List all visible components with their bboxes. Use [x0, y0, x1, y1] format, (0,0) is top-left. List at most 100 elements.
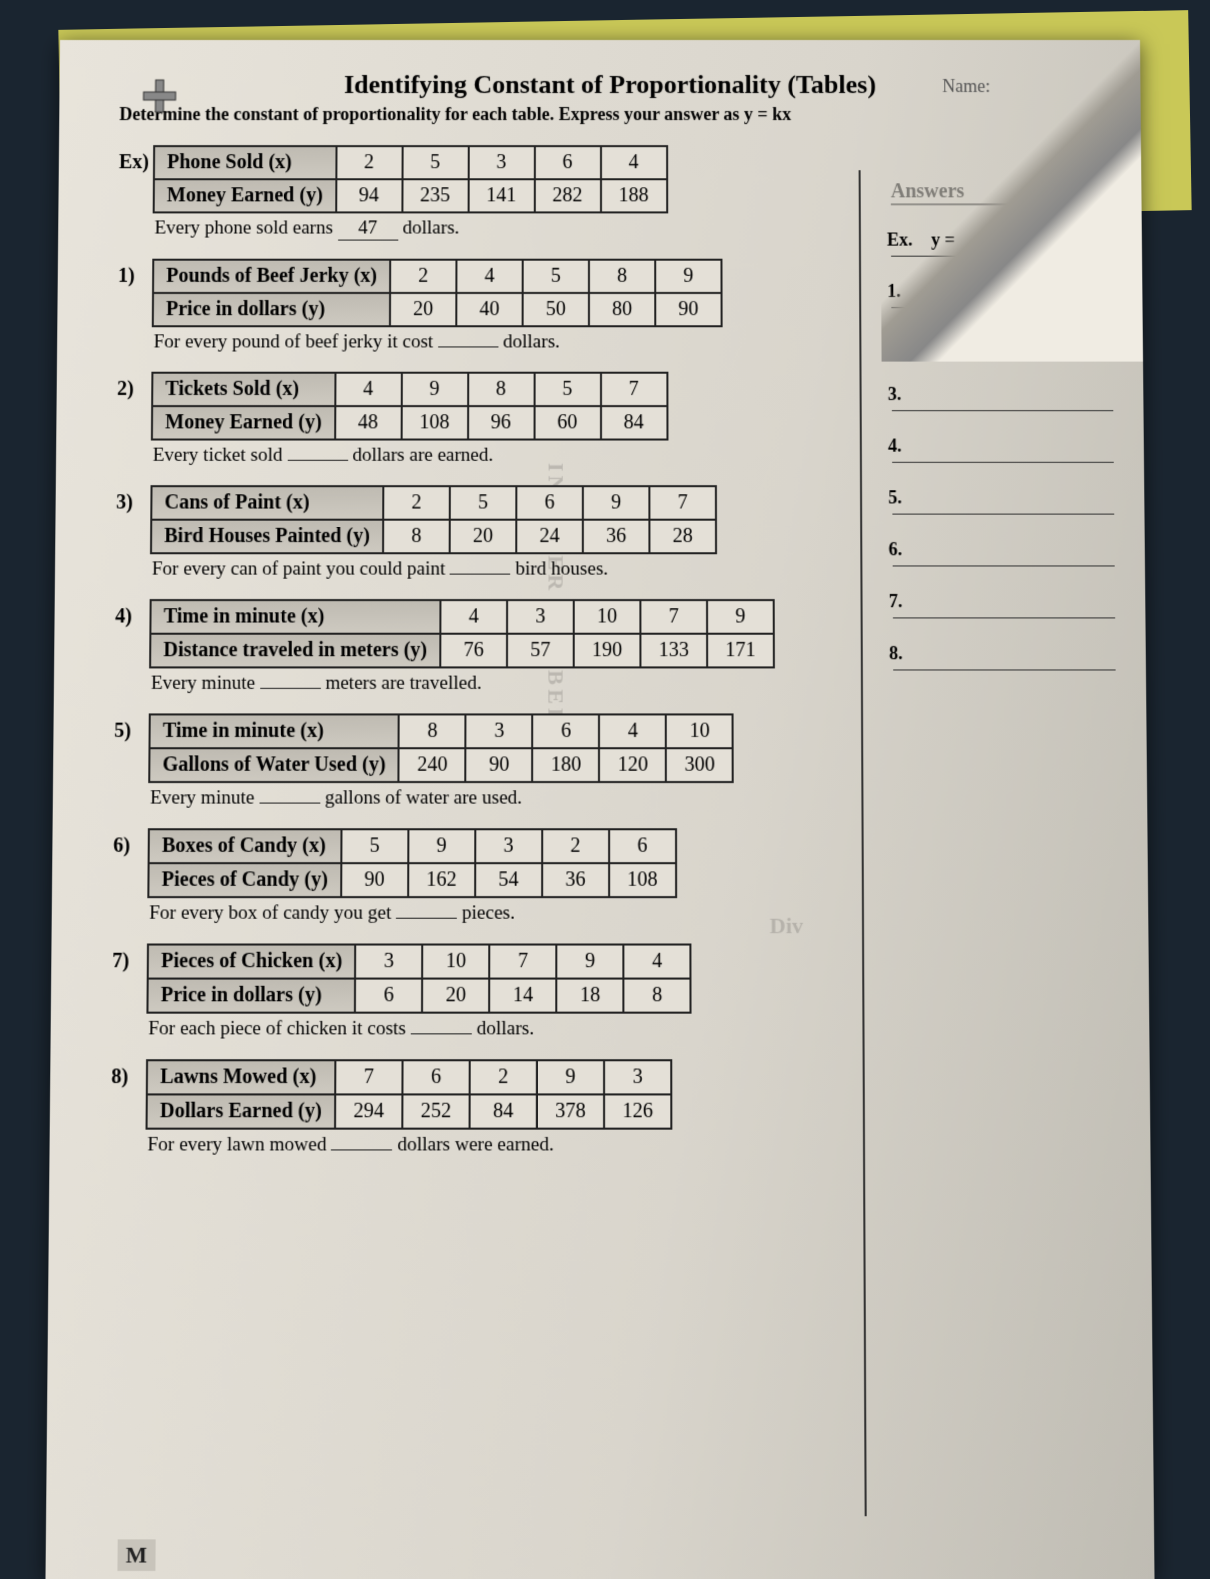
table-cell: 8	[468, 373, 534, 406]
problem-number: 5)	[114, 713, 149, 743]
table-cell: 6	[516, 486, 583, 520]
table-cell: 10	[422, 945, 489, 979]
sentence-pre: Every phone sold earns	[154, 217, 337, 238]
table-cell: 40	[456, 293, 522, 326]
table-cell: 240	[399, 748, 466, 782]
problem-number: 3)	[116, 485, 151, 514]
sentence-pre: For every box of candy you get	[149, 902, 396, 924]
data-table: Boxes of Candy (x)59326Pieces of Candy (…	[147, 828, 677, 898]
table-cell: 3	[475, 829, 542, 863]
sentence-pre: Every minute	[150, 787, 259, 809]
table-cell: 90	[655, 293, 721, 326]
table-cell: 28	[649, 520, 716, 554]
row-label-y: Price in dollars (y)	[153, 293, 390, 326]
sentence-pre: For every pound of beef jerky it cost	[154, 331, 438, 352]
problem-number: 6)	[113, 828, 148, 858]
table-cell: 9	[408, 829, 475, 863]
fill-blank[interactable]	[331, 1149, 392, 1150]
table-cell: 9	[583, 486, 650, 520]
problem: 1)Pounds of Beef Jerky (x)24589Price in …	[117, 259, 1102, 354]
table-cell: 18	[557, 979, 624, 1013]
problems-container: Ex)Phone Sold (x)25364Money Earned (y)94…	[111, 145, 1110, 1157]
fill-blank[interactable]: 47	[338, 217, 398, 240]
table-cell: 4	[624, 945, 691, 979]
table-cell: 7	[601, 373, 667, 406]
table-cell: 4	[440, 600, 507, 634]
table-cell: 171	[707, 634, 774, 668]
problem-sentence: For every box of candy you get pieces.	[149, 902, 1108, 925]
table-cell: 76	[440, 634, 507, 668]
worksheet-page: Identifying Constant of Proportionality …	[45, 40, 1154, 1579]
problem: 2)Tickets Sold (x)49857Money Earned (y)4…	[116, 372, 1103, 467]
table-cell: 5	[341, 829, 408, 863]
table-cell: 5	[523, 260, 589, 293]
row-label-x: Time in minute (x)	[150, 600, 440, 634]
sentence-post: dollars are earned.	[348, 445, 494, 466]
problem-sentence: For every lawn mowed dollars were earned…	[147, 1134, 1109, 1157]
table-cell: 3	[466, 714, 533, 748]
name-label: Name:	[942, 76, 990, 97]
table-cell: 7	[649, 486, 716, 520]
table-cell: 50	[523, 293, 589, 326]
problem-table-wrap: Lawns Mowed (x)76293Dollars Earned (y)29…	[146, 1059, 673, 1129]
table-cell: 54	[475, 863, 542, 897]
table-cell: 6	[355, 979, 422, 1013]
sentence-post: dollars.	[398, 217, 459, 238]
data-table: Tickets Sold (x)49857Money Earned (y)481…	[151, 372, 668, 441]
table-cell: 9	[557, 945, 624, 979]
problem-number: 8)	[111, 1059, 146, 1089]
table-cell: 5	[450, 486, 517, 520]
table-cell: 20	[390, 293, 456, 326]
table-cell: 20	[450, 520, 517, 554]
fill-blank[interactable]	[260, 688, 321, 689]
table-cell: 84	[469, 1094, 536, 1128]
row-label-y: Distance traveled in meters (y)	[150, 634, 440, 668]
sentence-post: dollars.	[472, 1018, 534, 1040]
table-cell: 96	[468, 406, 534, 439]
problem-table-wrap: Cans of Paint (x)25697Bird Houses Painte…	[150, 485, 717, 554]
table-cell: 24	[516, 520, 583, 554]
data-table: Pieces of Chicken (x)310794Price in doll…	[146, 943, 691, 1013]
row-label-x: Time in minute (x)	[149, 714, 399, 748]
problem-sentence: For every pound of beef jerky it cost do…	[154, 331, 1103, 353]
table-cell: 36	[542, 863, 609, 897]
sentence-post: dollars.	[498, 331, 560, 352]
row-label-y: Bird Houses Painted (y)	[151, 520, 383, 554]
sentence-pre: Every minute	[151, 673, 260, 694]
problem-table-wrap: Boxes of Candy (x)59326Pieces of Candy (…	[147, 828, 677, 898]
fill-blank[interactable]	[438, 346, 498, 347]
table-cell: 10	[666, 714, 733, 748]
table-cell: 8	[624, 979, 691, 1013]
problem-sentence: For every can of paint you could paint b…	[152, 558, 1105, 580]
table-cell: 90	[341, 863, 408, 897]
fill-blank[interactable]	[450, 574, 511, 575]
sentence-post: pieces.	[457, 902, 515, 924]
table-cell: 190	[574, 634, 641, 668]
fill-blank[interactable]	[259, 803, 320, 804]
problem: Ex)Phone Sold (x)25364Money Earned (y)94…	[118, 145, 1101, 240]
table-cell: 80	[589, 293, 655, 326]
footer-badge: M	[117, 1539, 155, 1571]
table-cell: 294	[335, 1094, 402, 1128]
table-cell: 6	[609, 829, 676, 863]
table-cell: 4	[601, 146, 667, 179]
problem-number: Ex)	[119, 145, 153, 174]
fill-blank[interactable]	[287, 460, 347, 461]
table-cell: 6	[402, 1060, 469, 1094]
sentence-pre: For each piece of chicken it costs	[148, 1018, 411, 1040]
problem-number: 2)	[117, 372, 151, 401]
problem-number: 1)	[118, 259, 152, 288]
table-cell: 4	[599, 714, 666, 748]
problem-sentence: Every minute gallons of water are used.	[150, 787, 1107, 810]
table-cell: 126	[604, 1094, 671, 1128]
sentence-pre: For every lawn mowed	[147, 1134, 331, 1156]
row-label-y: Money Earned (y)	[154, 179, 336, 212]
fill-blank[interactable]	[396, 918, 457, 919]
problem-table-wrap: Time in minute (x)836410Gallons of Water…	[148, 713, 734, 783]
fill-blank[interactable]	[411, 1033, 472, 1034]
table-cell: 8	[399, 714, 466, 748]
table-cell: 282	[534, 179, 600, 212]
table-cell: 6	[533, 714, 600, 748]
row-label-x: Cans of Paint (x)	[151, 486, 383, 520]
problem: 3)Cans of Paint (x)25697Bird Houses Pain…	[115, 485, 1104, 581]
